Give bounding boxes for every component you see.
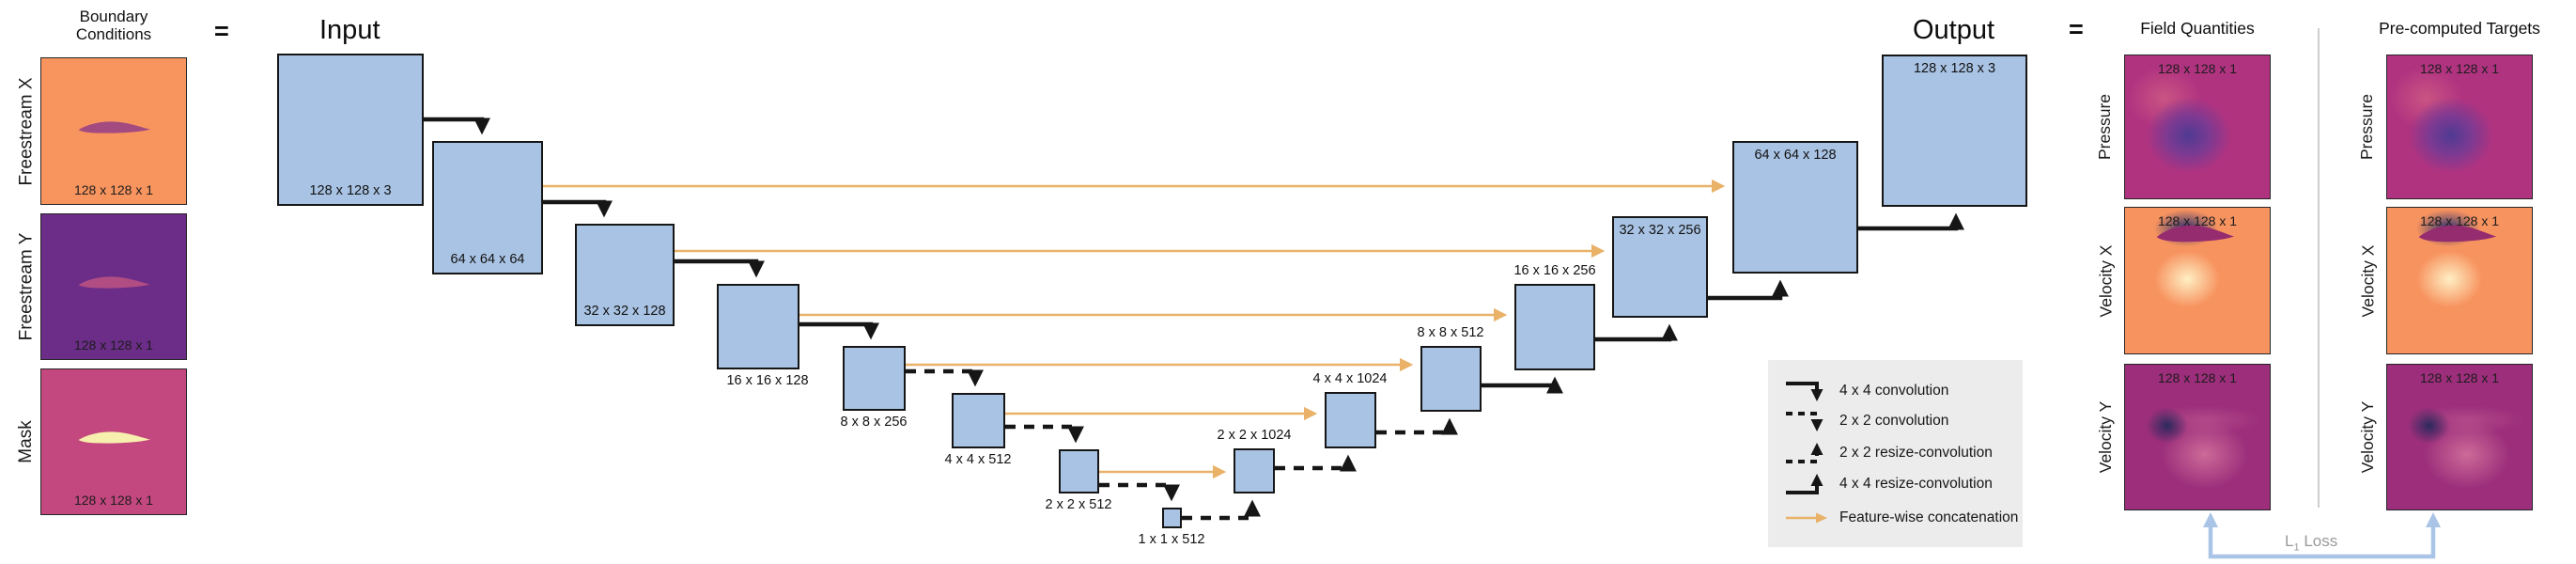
fq-pressure-dim: 128 x 128 x 1 [2157, 61, 2238, 76]
pt-pressure-image: 128 x 128 x 1 [2386, 55, 2533, 199]
block-dim-label: 32 x 32 x 256 [1619, 223, 1701, 238]
legend-label: 4 x 4 resize-convolution [1839, 476, 1993, 492]
block-dim-label: 4 x 4 x 1024 [1312, 371, 1388, 386]
legend-label: 2 x 2 convolution [1839, 413, 1949, 429]
orange-right-arrow-icon [1786, 512, 1827, 524]
pt-pressure-dim: 128 x 128 x 1 [2419, 61, 2500, 76]
legend-row-resize44: 4 x 4 resize-convolution [1783, 470, 1993, 498]
legend-row-resize22: 2 x 2 resize-convolution [1783, 439, 1993, 467]
conv-2x2-arrows [906, 368, 1180, 502]
boundary-conditions-title: Boundary Conditions [38, 8, 190, 43]
decoder-block-4 [1325, 385, 1377, 448]
block-dim-label: 16 x 16 x 256 [1513, 263, 1596, 278]
decoder-block-2 [1234, 442, 1276, 494]
block-dim-label: 32 x 32 x 128 [583, 304, 666, 319]
block-dim-label: 16 x 16 x 128 [726, 373, 809, 388]
dashed-up-arrow-icon [1786, 443, 1823, 463]
boundary-title-line1: Boundary [79, 8, 148, 25]
mask-label: Mask [16, 420, 36, 463]
freestream-y-image: 128 x 128 x 1 [40, 213, 187, 360]
legend-label: 4 x 4 convolution [1839, 383, 1949, 399]
block-dim-label: 8 x 8 x 256 [840, 415, 908, 430]
decoder-block-16 [1514, 277, 1596, 370]
fq-velocity-y-dim: 128 x 128 x 1 [2157, 370, 2238, 385]
fq-velocity-x-image: 128 x 128 x 1 [2124, 207, 2271, 354]
equals-sign-right: = [2069, 15, 2084, 43]
pt-velocity-x-dim: 128 x 128 x 1 [2419, 213, 2500, 228]
output-block-128: 128 x 128 x 3 [1882, 55, 2027, 207]
loss-suffix: Loss [2299, 532, 2338, 550]
airfoil-shape [2156, 225, 2234, 243]
l1-loss-label: L1 Loss [2285, 532, 2337, 553]
legend-label: 2 x 2 resize-convolution [1839, 445, 1993, 461]
block-dim-label: 128 x 128 x 3 [1913, 61, 1996, 76]
freestream-y-label: Freestream Y [16, 232, 37, 341]
airfoil-shape [78, 120, 151, 133]
block-dim-label: 64 x 64 x 128 [1754, 148, 1837, 163]
legend-row-concat: Feature-wise concatenation [1783, 504, 2018, 532]
encoder-block-4 [952, 393, 1005, 448]
fq-velocity-y-image: 128 x 128 x 1 [2124, 364, 2271, 510]
legend-row-conv22: 2 x 2 convolution [1783, 407, 1948, 435]
freestream-x-image: 128 x 128 x 1 [40, 57, 187, 205]
pt-velocity-x-label: Velocity X [2358, 244, 2378, 318]
pt-pressure-label: Pressure [2357, 93, 2376, 161]
pt-velocity-y-label: Velocity Y [2358, 400, 2377, 474]
fq-velocity-x-label: Velocity X [2096, 244, 2116, 318]
decoder-block-8 [1420, 339, 1482, 412]
loss-subscript: 1 [2293, 541, 2300, 554]
block-dim-label: 64 x 64 x 64 [450, 252, 525, 267]
block-dim-label: 8 x 8 x 512 [1417, 325, 1484, 340]
airfoil-shape [78, 431, 151, 444]
legend-row-conv44: 4 x 4 convolution [1783, 377, 1948, 405]
input-title: Input [319, 15, 380, 45]
dashed-down-arrow-icon [1786, 412, 1823, 431]
fq-velocity-y-label: Velocity Y [2096, 400, 2115, 474]
fq-pressure-label: Pressure [2095, 93, 2114, 161]
decoder-block-32: 32 x 32 x 256 [1612, 210, 1709, 318]
loss-prefix: L [2285, 532, 2294, 550]
boundary-title-line2: Conditions [75, 25, 152, 43]
legend-box: 4 x 4 convolution 2 x 2 convolution 2 x … [1768, 360, 2023, 547]
encoder-block-16 [717, 284, 799, 369]
solid-up-arrow-icon [1786, 474, 1823, 494]
legend-label: Feature-wise concatenation [1839, 509, 2019, 525]
solid-down-arrow-icon [1786, 382, 1823, 401]
airfoil-shape [78, 276, 151, 289]
fq-pressure-image: 128 x 128 x 1 [2124, 55, 2271, 199]
encoder-block-64: 64 x 64 x 64 [432, 141, 543, 274]
block-dim-label: 4 x 4 x 512 [944, 452, 1012, 467]
fq-velocity-x-dim: 128 x 128 x 1 [2157, 213, 2238, 228]
mask-dim: 128 x 128 x 1 [73, 493, 154, 508]
equals-sign-left: = [214, 17, 229, 45]
output-title: Output [1913, 15, 1995, 45]
precomputed-targets-title: Pre-computed Targets [2379, 19, 2540, 38]
pt-velocity-x-image: 128 x 128 x 1 [2386, 207, 2533, 354]
encoder-block-128: 128 x 128 x 3 [277, 54, 424, 206]
freestream-x-dim: 128 x 128 x 1 [73, 182, 154, 197]
pt-velocity-y-image: 128 x 128 x 1 [2386, 364, 2533, 510]
freestream-y-dim: 128 x 128 x 1 [73, 337, 154, 352]
encoder-block-32: 32 x 32 x 128 [575, 224, 675, 326]
bottleneck-block-1 [1162, 508, 1182, 528]
encoder-block-8 [843, 346, 906, 411]
block-dim-label: 128 x 128 x 3 [309, 183, 392, 198]
freestream-x-label: Freestream X [16, 77, 37, 186]
airfoil-shape [2418, 225, 2496, 243]
field-quantities-title: Field Quantities [2140, 19, 2255, 38]
decoder-block-64: 64 x 64 x 128 [1732, 134, 1859, 274]
block-dim-label: 2 x 2 x 512 [1045, 497, 1112, 512]
block-dim-label: 1 x 1 x 512 [1138, 532, 1205, 547]
mask-image: 128 x 128 x 1 [40, 368, 187, 515]
block-dim-label: 2 x 2 x 1024 [1217, 428, 1292, 443]
pt-velocity-y-dim: 128 x 128 x 1 [2419, 370, 2500, 385]
encoder-block-2 [1059, 449, 1099, 494]
